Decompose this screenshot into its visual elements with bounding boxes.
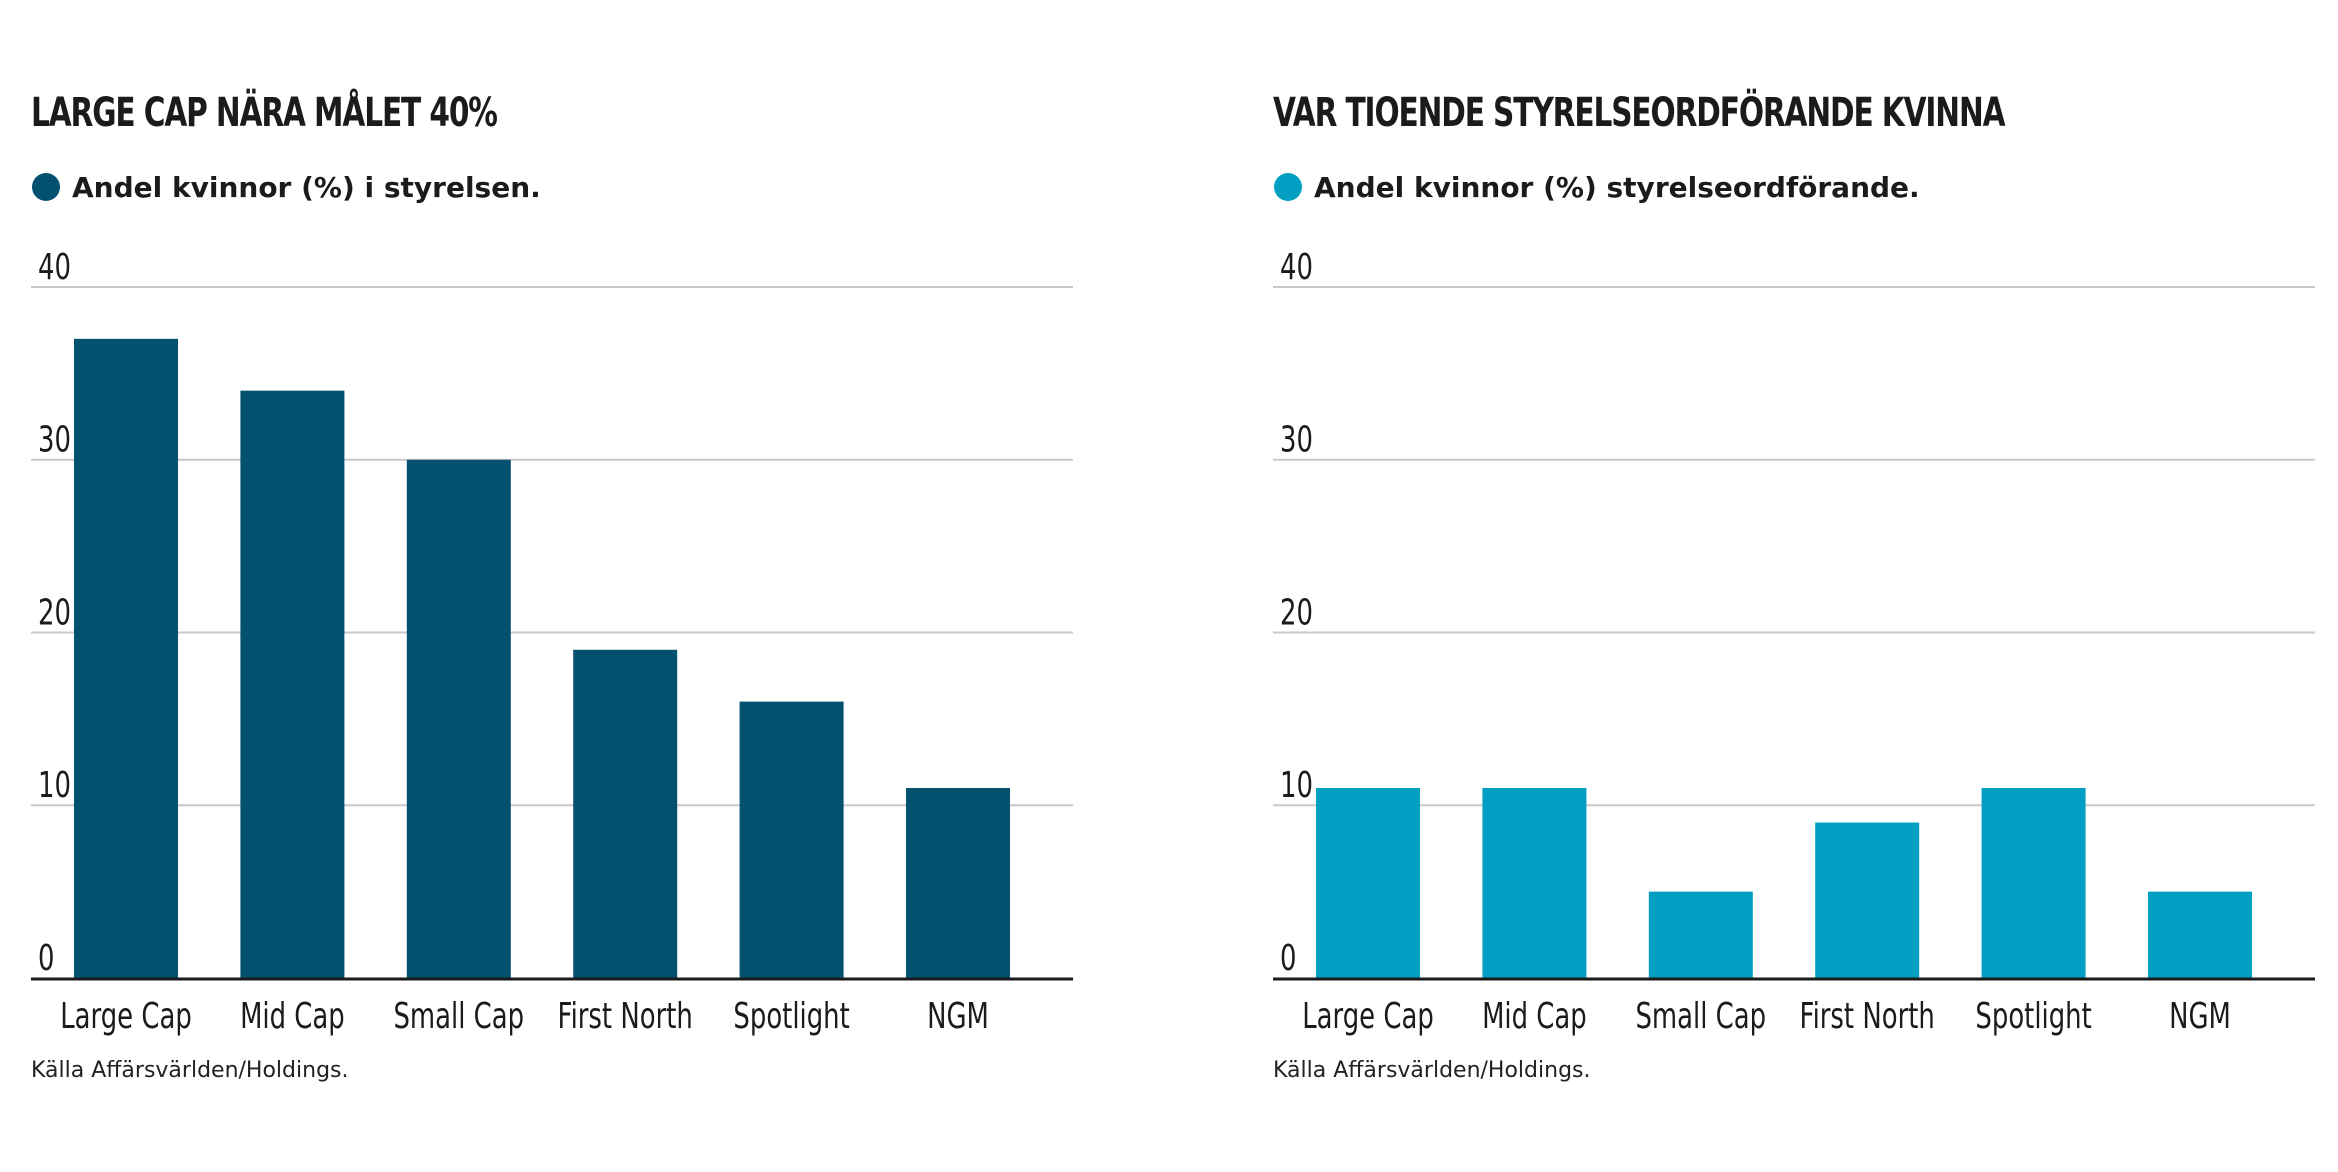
y-tick-label: 40 <box>1280 247 1313 288</box>
bar <box>74 338 178 978</box>
x-tick-label: Spotlight <box>733 996 849 1037</box>
chart-legend: Andel kvinnor (%) i styrelsen. <box>32 166 541 208</box>
x-tick-label: Mid Cap <box>1482 996 1587 1037</box>
bar <box>2148 891 2252 978</box>
chart-title: VAR TIOENDE STYRELSEORDFÖRANDE KVINNA <box>1273 90 2006 136</box>
bar <box>1981 787 2086 978</box>
y-tick-label: 20 <box>1280 592 1313 633</box>
y-tick-label: 0 <box>38 938 54 979</box>
x-tick-label: First North <box>558 996 693 1037</box>
x-tick-label: Large Cap <box>60 996 192 1037</box>
bar-chart-left: 0 10 20 30 40 Large Cap Mid Cap Small Cap First … <box>31 247 1073 1037</box>
y-tick-label: 30 <box>1280 420 1313 461</box>
x-tick-label: Small Cap <box>1635 996 1766 1037</box>
x-tick-label: Large Cap <box>1302 996 1434 1037</box>
bar <box>1482 787 1587 978</box>
chart-panel-right: VAR TIOENDE STYRELSEORDFÖRANDE KVINNA An… <box>1242 0 2338 1172</box>
x-tick-label: First North <box>1800 996 1935 1037</box>
x-tick-label: Mid Cap <box>240 996 345 1037</box>
bar <box>573 649 678 978</box>
y-tick-label: 30 <box>38 420 71 461</box>
bar <box>1815 822 1920 978</box>
y-tick-label: 0 <box>1280 938 1296 979</box>
y-tick-label: 20 <box>38 592 71 633</box>
legend-label: Andel kvinnor (%) i styrelsen. <box>72 170 541 204</box>
x-tick-label: Small Cap <box>393 996 524 1037</box>
y-tick-label: 10 <box>1280 765 1313 806</box>
x-tick-label: NGM <box>2169 996 2231 1037</box>
y-tick-label: 10 <box>38 765 71 806</box>
bar <box>739 701 844 978</box>
legend-swatch <box>32 173 60 201</box>
bar <box>1316 787 1420 978</box>
chart-title: LARGE CAP NÄRA MÅLET 40% <box>31 90 498 136</box>
bar-chart-right: 0 10 20 30 40 Large Cap Mid Cap Small Cap First … <box>1273 247 2315 1037</box>
legend-label: Andel kvinnor (%) styrelseordförande. <box>1314 170 1920 204</box>
bar <box>240 390 345 978</box>
x-tick-label: Spotlight <box>1975 996 2091 1037</box>
source-note: Källa Affärsvärlden/Holdings. <box>1273 1058 1591 1083</box>
legend-swatch <box>1274 173 1302 201</box>
y-tick-label: 40 <box>38 247 71 288</box>
chart-legend: Andel kvinnor (%) styrelseordförande. <box>1274 166 1920 208</box>
x-tick-label: NGM <box>927 996 989 1037</box>
chart-panel-left: LARGE CAP NÄRA MÅLET 40% Andel kvinnor (… <box>0 0 1140 1172</box>
source-note: Källa Affärsvärlden/Holdings. <box>31 1058 349 1083</box>
bar <box>906 787 1010 978</box>
bar <box>406 459 511 978</box>
bar <box>1648 891 1753 978</box>
